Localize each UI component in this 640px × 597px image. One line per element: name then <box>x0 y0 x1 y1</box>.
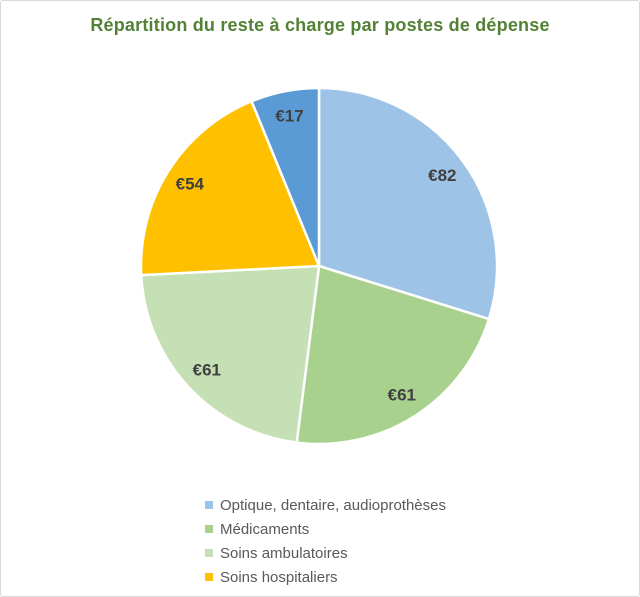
pie-slice-data-label: €17 <box>275 106 303 125</box>
chart-title: Répartition du reste à charge par postes… <box>90 15 550 35</box>
pie-slice-data-label: €61 <box>388 385 416 404</box>
legend-item-label: Médicaments <box>220 520 310 538</box>
pie-slice-1[interactable] <box>317 86 499 321</box>
legend-item[interactable]: Soins hospitaliers <box>205 565 446 589</box>
legend-item-label: Optique, dentaire, audioprothèses <box>220 496 446 514</box>
pie-slice-data-label: €82 <box>428 166 456 185</box>
legend-item[interactable]: Médicaments <box>205 517 446 541</box>
legend-swatch-icon <box>205 549 213 557</box>
legend-item[interactable]: Soins ambulatoires <box>205 541 446 565</box>
legend-item-label: Soins ambulatoires <box>220 544 348 562</box>
legend-swatch-icon <box>205 573 213 581</box>
pie-slice-data-label: €61 <box>193 361 221 380</box>
pie-slice-data-label: €54 <box>176 175 205 194</box>
legend-swatch-icon <box>205 501 213 509</box>
legend-swatch-icon <box>205 525 213 533</box>
chart-legend: Optique, dentaire, audioprothèses Médicam… <box>205 493 446 589</box>
pie-slice-3[interactable] <box>139 264 321 444</box>
legend-item-label: Soins hospitaliers <box>220 568 338 586</box>
legend-item[interactable]: Optique, dentaire, audioprothèses <box>205 493 446 517</box>
pie-slice-5[interactable] <box>250 86 321 268</box>
pie-slice-2[interactable] <box>295 264 491 446</box>
pie-slice-4[interactable] <box>139 100 321 277</box>
